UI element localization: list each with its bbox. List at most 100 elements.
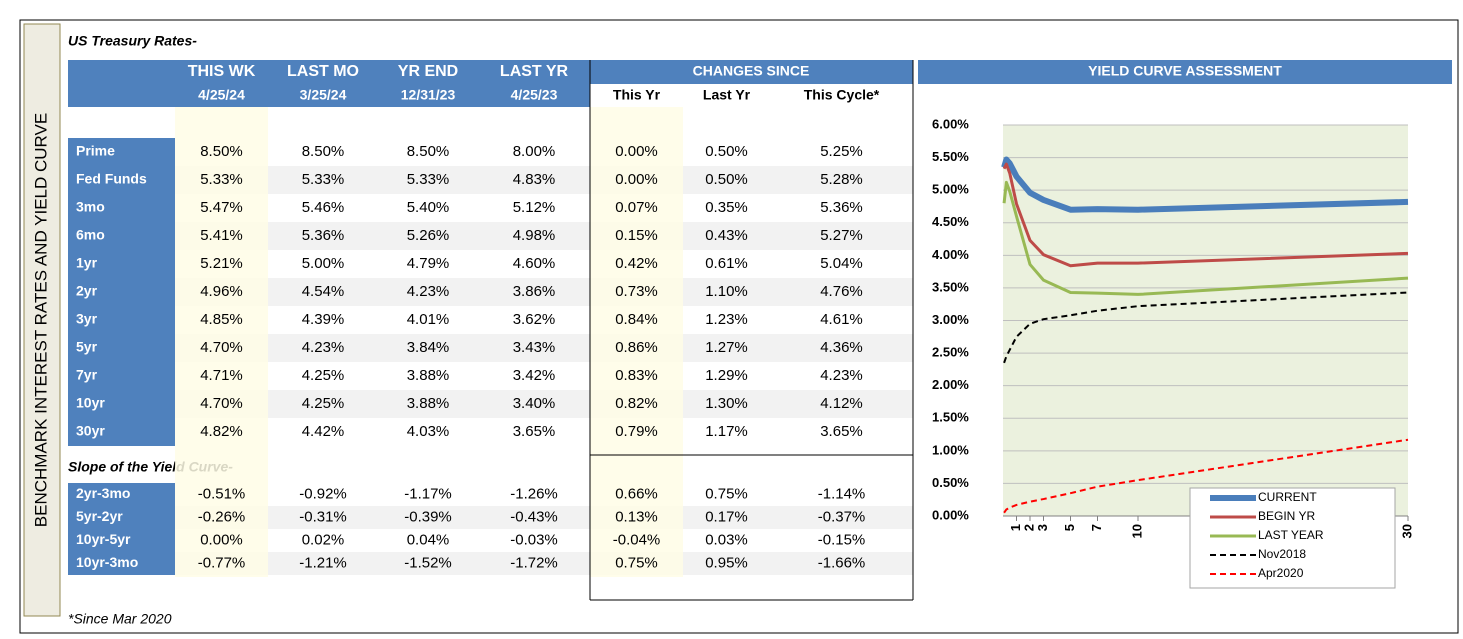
row-label: 6mo xyxy=(76,227,105,243)
cell: 0.83% xyxy=(615,367,658,384)
change-column: Last Yr xyxy=(703,87,751,103)
row-label: Fed Funds xyxy=(76,171,147,187)
change-column: This Cycle* xyxy=(804,87,880,103)
cell: -1.66% xyxy=(818,554,866,571)
side-title: BENCHMARK INTEREST RATES AND YIELD CURVE xyxy=(31,113,50,527)
row-shade xyxy=(175,506,913,529)
cell: -0.15% xyxy=(818,531,866,548)
y-tick-label: 3.50% xyxy=(932,279,969,294)
cell: 0.00% xyxy=(615,143,658,160)
chart: YIELD CURVE ASSESSMENT 0.00% 0.50% 1.00% 1.5… xyxy=(918,60,1452,589)
legend-label: BEGIN YR xyxy=(1258,509,1315,523)
legend-label: CURRENT xyxy=(1258,490,1317,504)
cell: 0.15% xyxy=(615,227,658,244)
cell: 4.96% xyxy=(200,283,243,300)
series-line xyxy=(1003,438,1409,514)
highlight-column xyxy=(590,107,683,577)
cell: 3.42% xyxy=(513,367,556,384)
chart-title: YIELD CURVE ASSESSMENT xyxy=(1088,63,1282,79)
cell: 4.01% xyxy=(407,311,450,328)
column-header: LAST MO xyxy=(287,63,359,80)
cell: 4.61% xyxy=(820,311,863,328)
cell: 0.84% xyxy=(615,311,658,328)
cell: 4.25% xyxy=(302,367,345,384)
y-tick-label: 0.00% xyxy=(932,507,969,522)
cell: 1.27% xyxy=(705,339,748,356)
cell: 4.70% xyxy=(200,339,243,356)
cell: 5.33% xyxy=(200,171,243,188)
cell: 4.03% xyxy=(407,423,450,440)
y-tick-label: 2.00% xyxy=(932,377,969,392)
cell: 1.10% xyxy=(705,283,748,300)
cell: 0.00% xyxy=(615,171,658,188)
y-tick-label: 3.00% xyxy=(932,312,969,327)
cell: 5.33% xyxy=(407,171,450,188)
cell: 5.27% xyxy=(820,227,863,244)
cell: 3.65% xyxy=(513,423,556,440)
cell: 1.30% xyxy=(705,395,748,412)
row-label: 5yr xyxy=(76,339,98,355)
y-tick-label: 1.00% xyxy=(932,442,969,457)
cell: -1.14% xyxy=(818,485,866,502)
cell: 5.12% xyxy=(513,199,556,216)
cell: -1.17% xyxy=(404,485,452,502)
cell: 0.61% xyxy=(705,255,748,272)
cell: -0.37% xyxy=(818,508,866,525)
cell: 4.79% xyxy=(407,255,450,272)
cell: 5.33% xyxy=(302,171,345,188)
cell: 3.40% xyxy=(513,395,556,412)
cell: 4.25% xyxy=(302,395,345,412)
legend-label: Nov2018 xyxy=(1258,547,1306,561)
y-tick-label: 6.00% xyxy=(932,116,969,131)
cell: 4.85% xyxy=(200,311,243,328)
changes-header-band xyxy=(590,60,913,84)
cell: 4.76% xyxy=(820,283,863,300)
row-shade xyxy=(175,552,913,575)
cell: 5.28% xyxy=(820,171,863,188)
column-date: 12/31/23 xyxy=(401,87,456,103)
row-label: 3mo xyxy=(76,199,105,215)
cell: 0.35% xyxy=(705,199,748,216)
cell: 4.36% xyxy=(820,339,863,356)
cell: 3.62% xyxy=(513,311,556,328)
x-tick-label: 5 xyxy=(1062,524,1077,531)
column-date: 3/25/24 xyxy=(300,87,347,103)
cell: -0.92% xyxy=(299,485,347,502)
row-shade xyxy=(175,278,913,306)
x-tick-label: 3 xyxy=(1035,524,1050,531)
row-label: 2yr-3mo xyxy=(76,485,130,501)
cell: 0.86% xyxy=(615,339,658,356)
label-column xyxy=(68,483,175,575)
cell: 0.04% xyxy=(407,531,450,548)
cell: 3.88% xyxy=(407,367,450,384)
cell: -0.03% xyxy=(510,531,558,548)
cell: 4.23% xyxy=(302,339,345,356)
legend-box xyxy=(1189,487,1396,589)
x-tick-label: 1 xyxy=(1008,524,1023,531)
row-shade xyxy=(175,390,913,418)
x-tick-label: 7 xyxy=(1089,524,1104,531)
cell: 0.66% xyxy=(615,485,658,502)
cell: 5.40% xyxy=(407,199,450,216)
row-label: 3yr xyxy=(76,311,98,327)
table-title: US Treasury Rates- xyxy=(68,33,197,49)
cell: 1.17% xyxy=(705,423,748,440)
column-header: THIS WK xyxy=(188,63,256,80)
y-tick-label: 4.50% xyxy=(932,214,969,229)
cell: 0.02% xyxy=(302,531,345,548)
cell: 0.50% xyxy=(705,143,748,160)
cell: 3.65% xyxy=(820,423,863,440)
label-column xyxy=(68,138,175,446)
side-band xyxy=(23,23,61,617)
cell: 8.50% xyxy=(200,143,243,160)
cell: -0.26% xyxy=(198,508,246,525)
column-header: LAST YR xyxy=(500,63,569,80)
cell: 4.42% xyxy=(302,423,345,440)
y-tick-label: 4.00% xyxy=(932,247,969,262)
cell: -0.51% xyxy=(198,485,246,502)
x-tick-label: 2 xyxy=(1021,524,1036,531)
cell: 3.43% xyxy=(513,339,556,356)
cell: 5.41% xyxy=(200,227,243,244)
cell: 5.00% xyxy=(302,255,345,272)
